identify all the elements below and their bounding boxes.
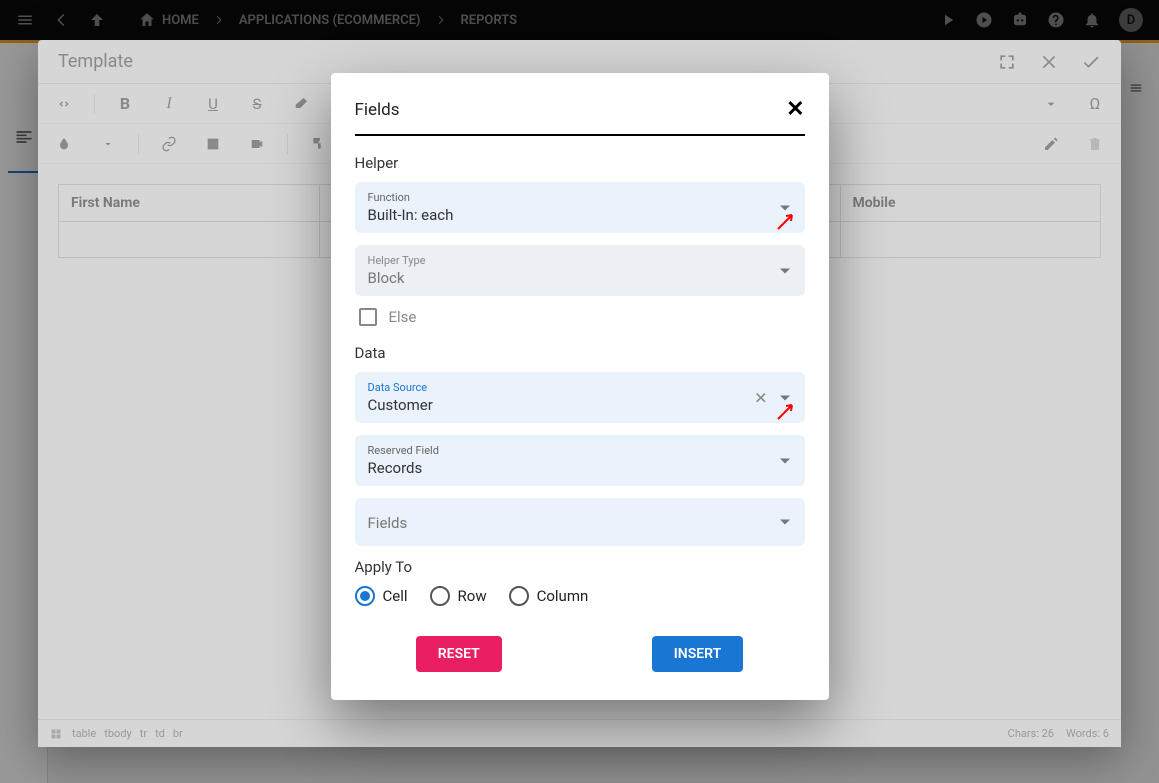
helper-type-select[interactable]: Helper Type Block (355, 245, 805, 296)
chevron-down-icon (780, 458, 790, 463)
helper-section-label: Helper (355, 154, 805, 172)
clear-icon[interactable]: ✕ (754, 388, 767, 407)
radio-label: Cell (383, 587, 408, 605)
field-label: Reserved Field (368, 444, 792, 457)
checkbox-label: Else (389, 308, 417, 326)
field-label: Helper Type (368, 254, 792, 267)
radio-label: Column (537, 587, 589, 605)
radio-cell[interactable]: Cell (355, 586, 408, 606)
radio-label: Row (458, 587, 487, 605)
dialog-title: Fields (355, 100, 400, 120)
field-value: Customer (368, 396, 792, 414)
function-select[interactable]: Function Built-In: each (355, 182, 805, 233)
chevron-down-icon (780, 395, 790, 400)
field-label: Data Source (368, 381, 792, 394)
reserved-field-select[interactable]: Reserved Field Records (355, 435, 805, 486)
apply-to-label: Apply To (355, 558, 805, 576)
apply-to-radios: Cell Row Column (355, 586, 805, 606)
insert-button[interactable]: INSERT (652, 636, 743, 672)
radio-icon (509, 586, 529, 606)
fields-dialog: Fields ✕ Helper Function Built-In: each … (331, 73, 829, 700)
field-value: Built-In: each (368, 206, 792, 224)
close-icon[interactable]: ✕ (786, 97, 804, 122)
chevron-down-icon (780, 520, 790, 525)
checkbox-icon (359, 308, 377, 326)
radio-icon (355, 586, 375, 606)
radio-row[interactable]: Row (430, 586, 487, 606)
reset-button[interactable]: RESET (416, 636, 502, 672)
chevron-down-icon (780, 268, 790, 273)
radio-column[interactable]: Column (509, 586, 589, 606)
chevron-down-icon (780, 205, 790, 210)
field-label: Function (368, 191, 792, 204)
fields-select[interactable]: Fields (355, 498, 805, 546)
field-placeholder: Fields (368, 514, 792, 532)
field-value: Block (368, 269, 792, 287)
radio-icon (430, 586, 450, 606)
data-source-select[interactable]: Data Source Customer ✕ (355, 372, 805, 423)
field-value: Records (368, 459, 792, 477)
data-section-label: Data (355, 344, 805, 362)
else-checkbox[interactable]: Else (359, 308, 805, 326)
